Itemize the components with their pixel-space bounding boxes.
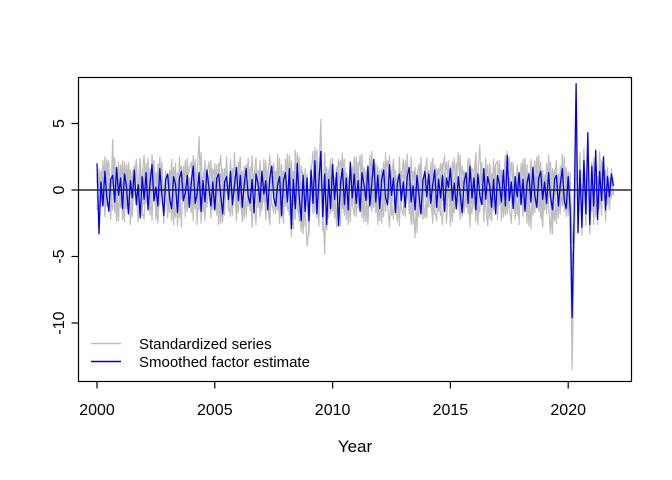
x-axis-title: Year xyxy=(338,437,373,456)
legend-label-smoothed-factor: Smoothed factor estimate xyxy=(139,354,310,371)
y-axis-tick-label: 0 xyxy=(51,185,68,194)
x-axis-tick-label: 2005 xyxy=(197,402,233,419)
axes-layer: 2000 2005 2010 2015 2020 5 0 -5 -10 xyxy=(51,119,586,419)
series-smoothed-factor-estimate xyxy=(96,82,615,319)
x-axis-tick-label: 2020 xyxy=(550,402,586,419)
series-standardized-series-1 xyxy=(96,118,614,371)
plot-border xyxy=(77,76,633,383)
series-layer xyxy=(78,82,632,371)
y-axis-tick-label: -5 xyxy=(51,249,68,263)
x-axis-tick-label: 2000 xyxy=(79,402,115,419)
x-axis-tick-label: 2010 xyxy=(315,402,351,419)
legend: Standardized series Smoothed factor esti… xyxy=(91,336,310,371)
x-axis-tick-label: 2015 xyxy=(433,402,469,419)
y-axis-tick-label: 5 xyxy=(51,119,68,128)
y-axis-tick-label: -10 xyxy=(51,311,68,334)
legend-label-standardized-series: Standardized series xyxy=(139,336,272,353)
